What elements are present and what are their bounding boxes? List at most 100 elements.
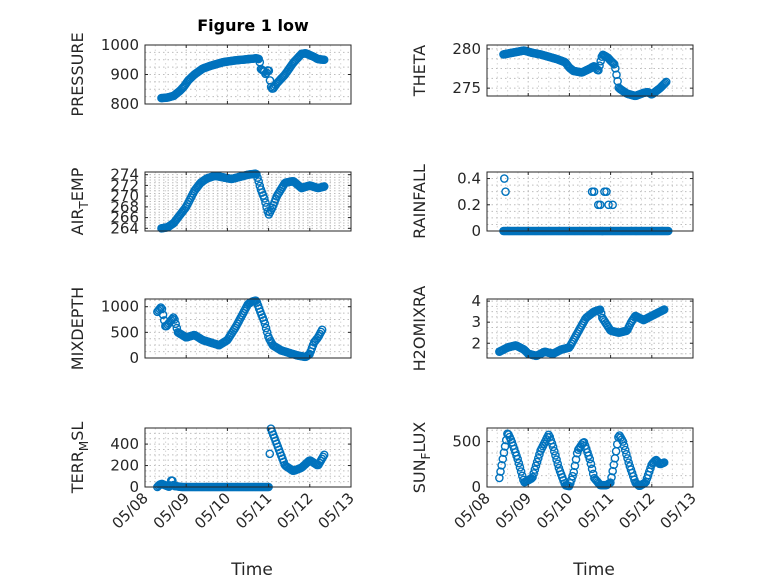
y-tick-label: 500 [110, 323, 139, 341]
sun-flux-point [620, 445, 630, 455]
x-axis-label-left: Time [230, 560, 273, 580]
h2omixra-ylabel: H2OMIXRA [410, 286, 429, 372]
sun-flux-point [551, 451, 560, 460]
mixdepth-point [157, 304, 167, 314]
rainfall-point [596, 200, 605, 210]
h2omixra-point [595, 305, 605, 314]
h2omixra-axes-frame [486, 298, 694, 359]
rainfall-ylabel: RAINFALL [410, 164, 429, 239]
x-tick-label: 05/12 [615, 489, 658, 532]
x-tick-label: 05/12 [273, 489, 316, 532]
sun-flux-point [567, 475, 576, 485]
sun-flux-point [619, 441, 629, 451]
sun-flux-point [607, 473, 616, 482]
terr-msl-point [265, 449, 275, 459]
theta-point [607, 57, 617, 67]
x-tick-label: 05/11 [574, 489, 617, 532]
mixdepth-markers [153, 296, 327, 362]
theta-point [594, 65, 603, 75]
y-tick-label: 272 [110, 176, 139, 194]
y-tick-label: 280 [452, 40, 481, 58]
theta-markers [499, 46, 671, 101]
sun-flux-point [529, 469, 538, 478]
theta-point [595, 61, 604, 70]
sun-flux-point [495, 473, 504, 483]
sun-flux-point [514, 458, 524, 468]
y-tick-label: 4 [471, 292, 481, 310]
y-tick-label: 268 [110, 198, 139, 216]
sun-flux-point [585, 454, 595, 464]
y-tick-label: 800 [110, 95, 139, 113]
y-tick-label: 1000 [101, 36, 139, 54]
sun-flux-point [496, 467, 505, 476]
sun-flux-point [570, 461, 580, 471]
subplot-theta: 275 280 THETA [410, 40, 694, 101]
air-temp-point [261, 198, 270, 207]
terr-msl-axes-frame [144, 427, 352, 488]
x-tick-label: 05/10 [533, 489, 576, 532]
sun-flux-point [611, 446, 621, 456]
y-tick-label: 500 [452, 433, 481, 451]
sun-flux-point [552, 455, 561, 464]
pressure-point [264, 66, 274, 75]
subplot-mixdepth: 0 500 1000 MIXDEPTH [68, 287, 352, 370]
air-temp-point [253, 173, 262, 182]
x-tick-label: 05/13 [315, 489, 358, 532]
x-tick-label: 05/09 [150, 489, 193, 532]
rainfall-point [604, 200, 613, 210]
mixdepth-point [260, 319, 270, 329]
mixdepth-axes-frame [144, 298, 352, 359]
y-tick-label: 0 [471, 478, 481, 496]
y-tick-label: 274 [110, 166, 139, 184]
y-tick-label: 3 [471, 313, 481, 331]
y-tick-label: 900 [110, 66, 139, 84]
air-temp-point [260, 194, 269, 203]
sun-flux-point [515, 463, 525, 472]
sun-flux-point [531, 461, 541, 471]
mixdepth-point [261, 323, 271, 333]
sun-flux-point [513, 454, 522, 464]
sun-flux-point [623, 454, 632, 463]
mixdepth-ylabel: MIXDEPTH [68, 287, 87, 370]
sun-flux-point [516, 467, 526, 476]
x-tick-label: 05/09 [492, 489, 535, 532]
theta-point [659, 79, 669, 89]
sun-flux-point [571, 455, 581, 464]
rainfall-markers [499, 174, 673, 236]
x-tick-label: 05/10 [191, 489, 234, 532]
air-temp-point [254, 177, 263, 186]
theta-point [661, 77, 671, 87]
mixdepth-point [158, 310, 168, 319]
sun-flux-point [622, 449, 631, 459]
sun-flux-point [608, 466, 617, 476]
x-axis-label-right: Time [572, 560, 615, 580]
subplot-h2omixra: 2 3 4 H2OMIXRA [410, 286, 694, 372]
y-tick-label: 1000 [101, 298, 139, 316]
mixdepth-point [317, 325, 327, 335]
sun-flux-point [568, 471, 577, 481]
terr-msl-ylabel: TERRMSL [68, 422, 91, 495]
y-tick-label: 200 [110, 457, 139, 475]
sun-flux-point [533, 453, 543, 463]
theta-ylabel: THETA [410, 45, 429, 97]
sun-flux-point [577, 440, 587, 449]
y-tick-label: 275 [452, 79, 481, 97]
sun-flux-axes-frame [486, 427, 694, 488]
y-tick-label: 264 [110, 219, 139, 237]
sun-flux-point [569, 467, 579, 477]
y-tick-label: 270 [110, 187, 139, 205]
rainfall-point [608, 200, 617, 210]
h2omixra-point [659, 305, 669, 314]
rainfall-axes-frame [486, 171, 694, 232]
sun-flux-point [532, 457, 542, 467]
sun-flux-point [587, 464, 597, 474]
pressure-ylabel: PRESSURE [68, 32, 87, 116]
sun-flux-point [618, 437, 628, 446]
sun-flux-point [528, 472, 537, 482]
sun-flux-point [548, 442, 558, 452]
x-tick-label: 05/11 [232, 489, 275, 532]
